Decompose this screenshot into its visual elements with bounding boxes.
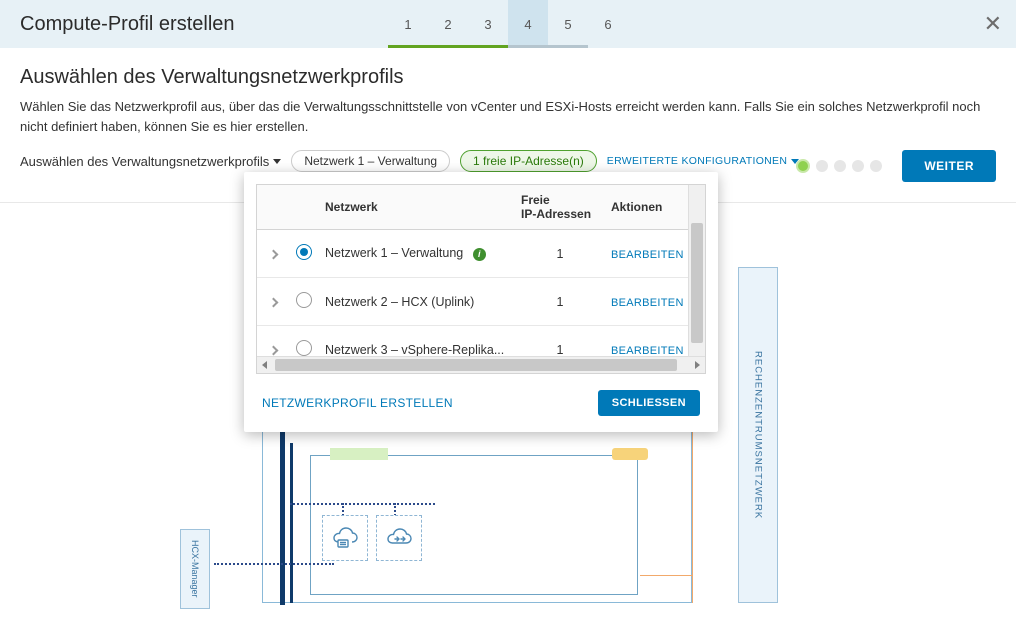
col-network-header[interactable]: Netzwerk <box>319 185 515 230</box>
network-dropdown-panel: Netzwerk Freie IP-Adressen Aktionen Netz… <box>244 172 718 432</box>
create-network-profile-link[interactable]: NETZWERKPROFIL ERSTELLEN <box>262 396 453 410</box>
dot-active <box>796 159 810 173</box>
diagram-dotted-line <box>214 563 334 565</box>
free-ip-badge: 1 freie IP-Adresse(n) <box>460 150 597 172</box>
step-label: 1 <box>404 17 411 32</box>
diagram-blue-bar <box>290 443 293 603</box>
advanced-config-label: ERWEITERTE KONFIGURATIONEN <box>607 155 787 167</box>
close-icon[interactable]: ✕ <box>984 13 1002 35</box>
section-title: Auswählen des Verwaltungsnetzwerkprofils <box>20 66 996 89</box>
selected-network-pill[interactable]: Netzwerk 1 – Verwaltung <box>291 150 450 172</box>
diagram-orange-line <box>640 575 692 576</box>
step-3[interactable]: 3 <box>468 0 508 48</box>
close-dropdown-button[interactable]: SCHLIESSEN <box>598 390 700 416</box>
progress-dots <box>796 159 882 173</box>
network-name-cell: Netzwerk 1 – Verwaltung i <box>319 230 515 278</box>
next-button[interactable]: WEITER <box>902 150 996 182</box>
expand-icon[interactable] <box>268 249 278 259</box>
scroll-right-icon[interactable] <box>695 361 700 369</box>
section-description: Wählen Sie das Netzwerkprofil aus, über … <box>20 97 996 136</box>
edit-link[interactable]: BEARBEITEN <box>611 297 684 309</box>
step-label: 4 <box>524 17 531 32</box>
free-ips-cell: 1 <box>515 278 605 326</box>
diagram-dotted-line <box>290 503 435 505</box>
hcx-manager-box: HCX-Manager <box>180 529 210 609</box>
wizard-steps: 1 2 3 4 5 6 <box>388 0 628 48</box>
horizontal-scrollbar[interactable] <box>257 356 705 373</box>
dot <box>816 160 828 172</box>
dropdown-scroll-area: Netzwerk Freie IP-Adressen Aktionen Netz… <box>256 184 706 374</box>
scrollbar-thumb[interactable] <box>691 223 703 343</box>
network-selector-trigger[interactable]: Auswählen des Verwaltungsnetzwerkprofils <box>20 154 281 169</box>
dot <box>834 160 846 172</box>
dot <box>852 160 864 172</box>
expand-icon[interactable] <box>268 345 278 355</box>
table-row[interactable]: Netzwerk 1 – Verwaltung i 1 BEARBEITEN <box>257 230 705 278</box>
diagram-blue-bar <box>280 423 285 605</box>
scroll-left-icon[interactable] <box>262 361 267 369</box>
step-label: 6 <box>604 17 611 32</box>
network-table: Netzwerk Freie IP-Adressen Aktionen Netz… <box>257 185 705 373</box>
dropdown-footer: NETZWERKPROFIL ERSTELLEN SCHLIESSEN <box>244 374 718 416</box>
radio-selected[interactable] <box>296 244 312 260</box>
advanced-config-link[interactable]: ERWEITERTE KONFIGURATIONEN <box>607 155 799 167</box>
datacenter-network-box: RECHENZENTRUMSNETZWERK <box>738 267 778 603</box>
step-6[interactable]: 6 <box>588 0 628 48</box>
edit-link[interactable]: BEARBEITEN <box>611 345 684 357</box>
col-freeips-l1: Freie <box>521 193 550 207</box>
vertical-scrollbar[interactable] <box>688 185 705 356</box>
diagram-yellow-tag <box>612 448 648 460</box>
step-1[interactable]: 1 <box>388 0 428 48</box>
table-row[interactable]: Netzwerk 2 – HCX (Uplink) 1 BEARBEITEN <box>257 278 705 326</box>
step-label: 3 <box>484 17 491 32</box>
edit-link[interactable]: BEARBEITEN <box>611 249 684 261</box>
diagram-green-tag <box>330 448 388 460</box>
step-label: 5 <box>564 17 571 32</box>
info-icon[interactable]: i <box>473 248 486 261</box>
col-freeips-header[interactable]: Freie IP-Adressen <box>515 185 605 230</box>
col-freeips-l2: IP-Adressen <box>521 207 591 221</box>
step-label: 2 <box>444 17 451 32</box>
expand-icon[interactable] <box>268 297 278 307</box>
cloud-storage-icon <box>322 515 368 561</box>
selector-label-text: Auswählen des Verwaltungsnetzwerkprofils <box>20 154 269 169</box>
step-5[interactable]: 5 <box>548 0 588 48</box>
step-2[interactable]: 2 <box>428 0 468 48</box>
col-radio <box>289 185 319 230</box>
step-4[interactable]: 4 <box>508 0 548 48</box>
caret-down-icon <box>273 159 281 164</box>
wizard-title: Compute-Profil erstellen <box>0 13 235 36</box>
col-expand <box>257 185 289 230</box>
dot <box>870 160 882 172</box>
cloud-migrate-icon <box>376 515 422 561</box>
wizard-header: Compute-Profil erstellen 1 2 3 4 5 6 ✕ <box>0 0 1016 48</box>
network-name-cell: Netzwerk 2 – HCX (Uplink) <box>319 278 515 326</box>
right-controls: WEITER <box>796 150 996 182</box>
radio-unselected[interactable] <box>296 292 312 308</box>
free-ips-cell: 1 <box>515 230 605 278</box>
radio-unselected[interactable] <box>296 340 312 356</box>
network-name: Netzwerk 1 – Verwaltung <box>325 246 463 260</box>
scrollbar-thumb[interactable] <box>275 359 677 371</box>
